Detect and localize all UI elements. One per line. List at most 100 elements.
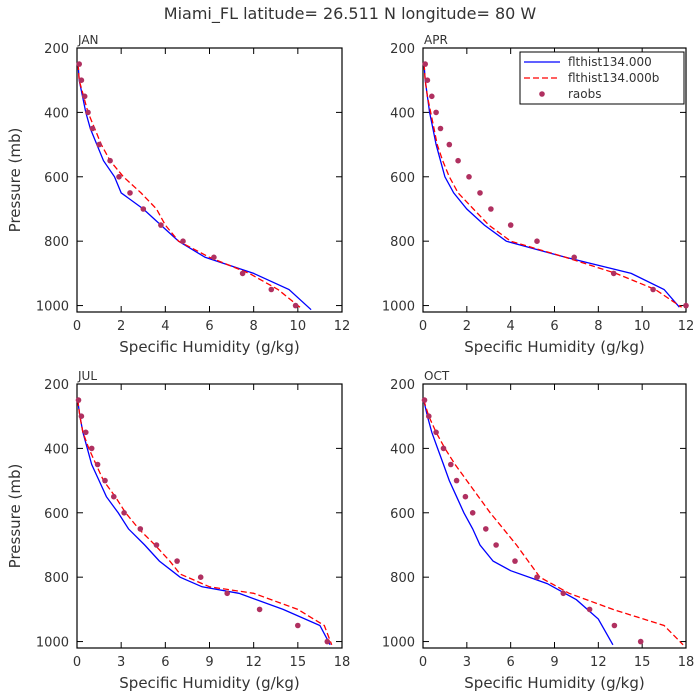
raobs-point [88, 445, 95, 452]
x-tick-label: 2 [117, 319, 125, 334]
raobs-point [78, 413, 85, 420]
x-tick-label: 12 [245, 655, 262, 670]
raobs-point [488, 206, 494, 212]
x-tick-label: 6 [161, 655, 169, 670]
y-tick-label: 400 [44, 106, 69, 121]
raobs-point [81, 93, 88, 100]
raobs-point [78, 77, 85, 83]
legend-label: flthist134.000b [568, 71, 659, 85]
y-tick-label: 1000 [36, 300, 69, 315]
raobs-point [174, 558, 180, 564]
panel-title: APR [424, 33, 448, 47]
figure-title: Miami_FL latitude= 26.511 N longitude= 8… [164, 4, 537, 24]
y-tick-label: 800 [44, 571, 69, 586]
plot-frame [76, 47, 343, 313]
raobs-point [83, 429, 89, 436]
raobs-point [324, 638, 331, 645]
raobs-point [611, 622, 618, 629]
raobs-point [239, 270, 246, 277]
x-tick-label: 6 [507, 655, 515, 670]
x-tick-label: 12 [590, 655, 607, 670]
x-tick-label: 2 [463, 319, 471, 334]
raobs-point [586, 606, 593, 613]
y-tick-label: 400 [44, 442, 69, 457]
panel-jan: 0 2 4 6 8 10 12 200 400 600 800 1000 JAN Specific Hum… [6, 33, 350, 356]
raobs-point [424, 77, 431, 83]
x-tick-label: 3 [463, 655, 471, 670]
series-line-solid [77, 400, 331, 646]
raobs-point [96, 141, 102, 148]
raobs-point [75, 397, 82, 403]
y-axis-label: Pressure (mb) [6, 128, 24, 233]
x-axis-label: Specific Humidity (g/kg) [464, 674, 644, 692]
raobs-point [429, 93, 435, 100]
x-tick-label: 10 [634, 319, 651, 334]
raobs-point [453, 477, 460, 484]
raobs-point [560, 590, 567, 597]
y-tick-label: 1000 [382, 300, 415, 315]
raobs-point [76, 61, 82, 67]
y-axis-label: Pressure (mb) [6, 464, 24, 569]
y-tick-label: 600 [390, 171, 415, 186]
panel-jul: 0 3 6 9 12 15 18 200 400 600 800 1000 JUL Specific Hu… [6, 369, 350, 692]
raobs-point [158, 222, 164, 228]
raobs-point [422, 61, 429, 67]
x-tick-label: 0 [73, 655, 81, 670]
x-tick-label: 3 [117, 655, 125, 670]
x-tick-label: 6 [205, 319, 213, 334]
panel-title: JUL [77, 369, 97, 383]
raobs-point [483, 526, 489, 532]
x-axis-label: Specific Humidity (g/kg) [119, 338, 299, 356]
x-tick-label: 0 [419, 319, 427, 334]
series-line-dashed [77, 64, 301, 308]
x-tick-label: 12 [334, 319, 351, 334]
panel-apr: 0 2 4 6 8 10 12 200 400 600 800 1000 APR Specific Hum… [382, 33, 694, 356]
raobs-point [211, 254, 217, 261]
y-tick-label: 600 [44, 507, 69, 522]
legend-label: flthist134.000 [568, 55, 652, 69]
panel-oct: 0 3 6 9 12 15 18 200 400 600 800 1000 OCT Specific Hu… [382, 369, 694, 692]
x-tick-label: 15 [634, 655, 651, 670]
raobs-point [137, 526, 144, 532]
y-tick-label: 800 [390, 571, 415, 586]
x-tick-label: 10 [290, 319, 307, 334]
y-tick-label: 200 [44, 378, 69, 393]
raobs-point [650, 286, 656, 293]
raobs-point [85, 109, 91, 116]
x-tick-label: 4 [161, 319, 169, 334]
x-tick-label: 12 [678, 319, 695, 334]
raobs-point [433, 109, 439, 116]
raobs-point [153, 542, 160, 548]
y-tick-label: 400 [390, 442, 415, 457]
raobs-point [610, 270, 617, 277]
legend-label: raobs [568, 87, 602, 101]
raobs-point [534, 238, 540, 244]
raobs-point [292, 302, 299, 309]
y-tick-label: 400 [390, 106, 415, 121]
raobs-point [94, 461, 101, 468]
y-tick-label: 1000 [382, 636, 415, 651]
raobs-point [534, 574, 540, 580]
series-line-solid [77, 64, 312, 311]
x-tick-label: 4 [507, 319, 515, 334]
raobs-point [455, 157, 461, 164]
y-tick-label: 600 [390, 507, 415, 522]
x-axis-label: Specific Humidity (g/kg) [119, 674, 299, 692]
raobs-point [683, 302, 689, 309]
raobs-point [493, 542, 499, 548]
series-line-solid [423, 399, 614, 646]
y-tick-label: 800 [390, 235, 415, 250]
y-tick-label: 1000 [36, 636, 69, 651]
plot-frame [422, 383, 687, 649]
y-tick-label: 800 [44, 235, 69, 250]
raobs-point [426, 413, 432, 420]
raobs-point [440, 445, 447, 452]
series-line-dashed [77, 400, 333, 646]
series-line-dashed [423, 64, 682, 308]
raobs-point [512, 558, 518, 564]
raobs-point [111, 493, 117, 500]
x-tick-label: 6 [550, 319, 558, 334]
raobs-point [180, 238, 186, 244]
